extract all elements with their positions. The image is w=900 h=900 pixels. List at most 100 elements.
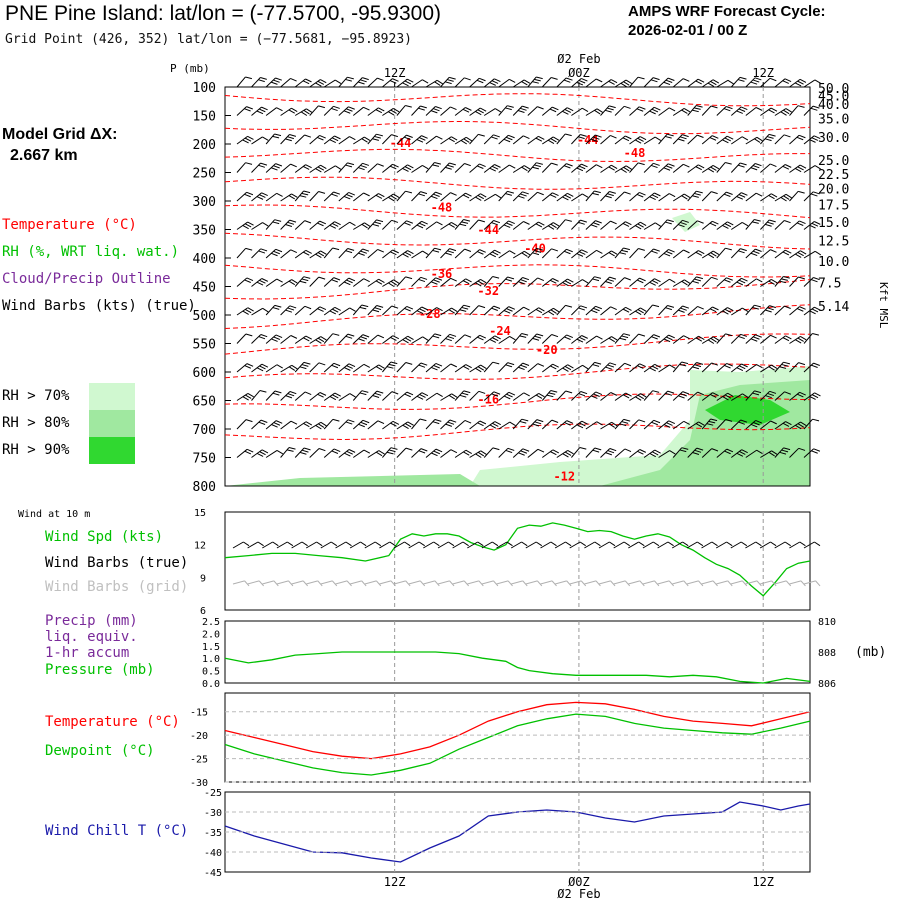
wind-barb-staff [658,249,669,259]
wind-barb-staff [672,335,684,344]
wind-barb-staff [789,105,799,116]
isotherm-line-6 [224,264,811,278]
wind-barb-staff [658,107,670,116]
wind-barb-5-37 [774,219,791,230]
wind-barb-3-31 [687,164,705,173]
top-time-tick-1: Ø0Z [568,66,590,80]
wind-barb-flag [258,250,266,254]
wind-barb-flag [567,449,574,455]
wind-barb-staff [716,221,728,230]
wind-barb-flag [303,251,310,256]
wind-barb-5-24 [585,220,602,230]
wind-barb-flag [288,366,296,371]
label-temperature: Temperature (°C) [45,714,180,730]
wind-barb-flag [260,77,267,80]
wind-barb-flag [305,421,313,426]
surface-barb-grid-flag [302,580,309,587]
wind-barb-flag [635,396,642,401]
wind-barb-flag [783,361,791,365]
wind-barb-staff [672,305,683,316]
wind-barb-1-17 [483,108,502,116]
wind-barb-staff [236,419,247,430]
wind-barb-flag [495,193,502,199]
wind-barb-staff [367,163,378,173]
wind-barb-staff [309,276,320,287]
wind-barb-flag [756,136,763,142]
wind-barb-staff [701,250,714,259]
wind-barb-1-32 [701,105,718,116]
surface-barb-grid-staff [291,580,304,585]
wind-barb-5-11 [396,220,413,230]
wind-barb-staff [353,222,365,230]
wind-barb-flag [578,307,585,311]
wind-barb-flag [579,422,586,427]
wind-barb-flag [576,424,584,429]
wind-barb-flag [477,366,485,371]
wind-barb-staff [236,393,249,401]
wind-barb-flag [378,278,385,283]
wind-barb-6-10 [382,249,399,259]
wind-barb-flag [378,364,385,369]
wind-barb-flag [550,138,557,143]
wind-barb-flag [726,448,734,453]
wind-barb-flag [782,422,790,427]
wind-barb-4-31 [687,190,703,202]
wind-barb-flag [696,362,704,365]
wind-barb-7-23 [571,279,589,287]
wind-barb-staff [338,192,349,202]
wind-barb-flag [303,422,310,428]
wind-barb-12-24 [585,421,603,430]
precip-frame [224,620,811,684]
wind-barb-flag [422,336,429,341]
wind-barb-flag [592,449,600,453]
wind-barb-2-34 [731,136,749,145]
wind-barb-staff [382,361,392,373]
wind-barb-flag [679,363,687,367]
wind-barb-4-5 [309,191,326,202]
wind-barb-staff [803,392,815,401]
wind-barb-10-13 [425,363,443,373]
wind-barb-10-9 [367,364,385,373]
wind-barb-flag [782,251,790,256]
wind-barb-flag [462,108,470,113]
wind-barb-flag [709,222,717,227]
wind-barb-flag [590,138,598,142]
wind-barb-flag [260,248,268,252]
wind-barb-10-14 [440,363,458,373]
wind-barb-flag [596,249,603,254]
wind-barb-flag [475,453,482,458]
wind-barb-flag [521,252,528,257]
wind-barb-flag [799,306,806,310]
wind-barb-7-10 [382,279,400,287]
wind-barb-flag [609,191,616,194]
wind-barb-flag [710,105,718,109]
surface-barb-grid-17 [481,580,499,587]
wind-barb-flag [754,77,762,81]
wind-barb-8-23 [571,305,588,316]
wind-barb-flag [768,451,775,457]
pressure-tick-100: 100 [193,81,216,96]
surface-barb-flag [404,541,411,547]
wind-barb-flag [390,280,397,286]
wind-barb-flag [386,366,394,369]
wind-barb-flag [567,364,574,369]
wind-barb-1-39 [803,105,820,116]
wind-barb-flag [477,109,484,114]
wind-barb-staff [658,278,670,287]
wind-barb-flag [288,447,296,450]
wind-barb-staff [469,279,481,287]
wind-barb-staff [629,307,641,316]
wind-barb-staff [701,276,712,287]
surface-barb-flag [814,541,821,547]
surface-barb-true-5 [305,541,323,549]
wind-barb-staff [643,363,655,373]
wind-barb-flag [274,390,282,394]
wind-barb-staff [571,107,583,116]
wind-barb-3-20 [527,162,543,173]
wind-barb-flag [301,278,309,282]
wind-barb-staff [294,447,305,458]
surface-barb-grid-flag [449,580,455,587]
wind-barb-11-15 [454,390,471,401]
wind-barb-flag [679,449,687,453]
wind-barb-staff [672,361,682,373]
